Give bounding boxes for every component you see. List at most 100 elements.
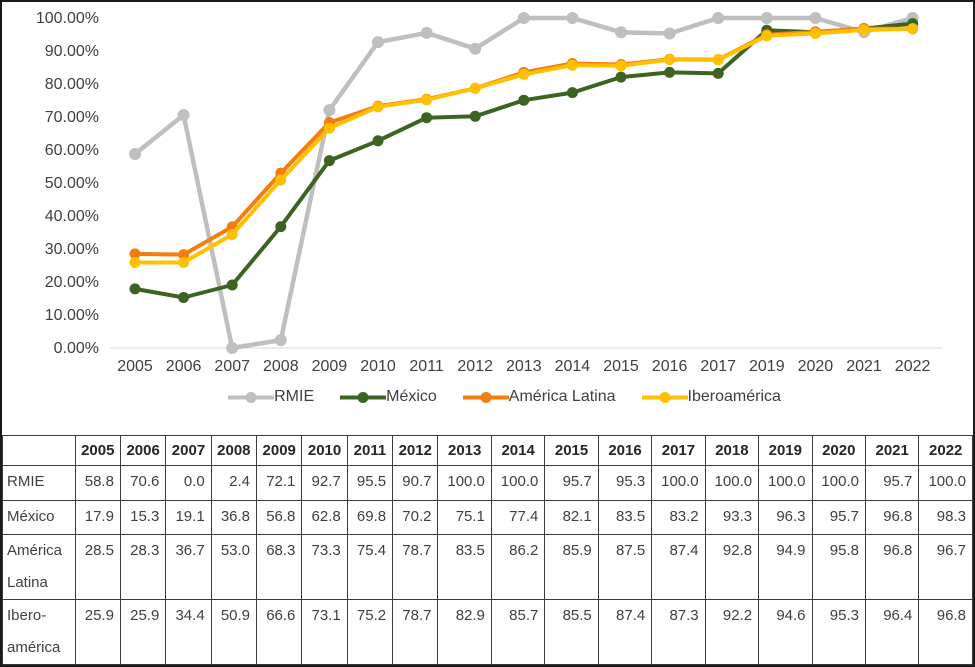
- data-point-rmie: [517, 12, 530, 24]
- year-column-header: 2015: [544, 435, 599, 466]
- value-cell: 75.4: [346, 534, 394, 600]
- value-cell: 2.4: [210, 465, 258, 501]
- value-cell: 100.0: [704, 465, 760, 501]
- data-point-iberoamerica: [761, 30, 773, 42]
- data-point-mexico: [226, 279, 238, 291]
- value-cell: 56.8: [256, 500, 303, 535]
- x-axis-tick-label: 2012: [457, 358, 493, 375]
- value-cell: 92.8: [704, 534, 760, 600]
- data-point-iberoamerica: [809, 28, 821, 39]
- value-cell: 96.8: [864, 500, 920, 535]
- data-point-rmie: [760, 12, 773, 24]
- value-cell: 94.9: [758, 534, 813, 600]
- line-chart: 100.00% 90.00% 80.00% 70.00% 60.00% 50.00% 40.…: [2, 2, 973, 433]
- value-cell: 100.0: [651, 465, 706, 501]
- value-cell: 66.6: [256, 599, 303, 665]
- x-axis-tick-label: 2010: [360, 358, 396, 375]
- value-cell: 83.5: [597, 500, 653, 535]
- value-cell: 75.2: [346, 599, 394, 665]
- legend-item-america-latina: América Latina: [462, 388, 616, 406]
- value-cell: 73.1: [301, 599, 348, 665]
- value-cell: 50.9: [210, 599, 258, 665]
- data-point-iberoamerica: [178, 257, 190, 268]
- value-cell: 85.7: [490, 599, 546, 665]
- value-cell: 62.8: [301, 500, 348, 535]
- value-cell: 95.7: [544, 465, 599, 501]
- data-point-rmie: [226, 342, 239, 354]
- value-cell: 15.3: [119, 500, 167, 535]
- data-point-iberoamerica: [226, 229, 238, 240]
- data-point-rmie: [274, 334, 287, 347]
- legend-item-rmie: RMIE: [228, 388, 314, 406]
- value-cell: 95.3: [811, 599, 866, 665]
- value-cell: 87.4: [651, 534, 706, 600]
- chart-legend: RMIE México América Latina Iberoamérica: [2, 388, 973, 406]
- legend-marker-icon: [641, 391, 688, 403]
- value-cell: 25.9: [74, 599, 121, 665]
- x-axis-tick-label: 2006: [165, 358, 202, 375]
- value-cell: 95.5: [346, 465, 394, 501]
- data-point-iberoamerica: [664, 54, 676, 66]
- year-column-header: 2022: [918, 435, 973, 466]
- value-cell: 78.7: [392, 599, 439, 665]
- value-cell: 98.3: [918, 500, 973, 535]
- legend-marker-icon: [228, 391, 275, 403]
- y-axis-tick-label: 50.00%: [44, 174, 99, 192]
- value-cell: 75.1: [437, 500, 492, 535]
- data-point-rmie: [372, 36, 384, 49]
- legend-label: RMIE: [274, 388, 315, 405]
- y-axis-tick-label: 80.00%: [44, 75, 99, 93]
- x-axis-tick-label: 2019: [749, 358, 785, 375]
- corner-cell: [2, 435, 76, 466]
- data-point-iberoamerica: [275, 174, 287, 186]
- data-point-iberoamerica: [712, 54, 724, 66]
- data-point-mexico: [129, 283, 141, 295]
- value-cell: 70.2: [392, 500, 439, 535]
- x-axis-tick-label: 2016: [651, 358, 688, 375]
- value-cell: 95.7: [811, 500, 866, 535]
- data-point-mexico: [518, 94, 530, 106]
- data-point-iberoamerica: [858, 24, 870, 36]
- plot-area: [110, 12, 942, 354]
- year-column-header: 2008: [210, 435, 258, 466]
- legend-item-iberoamerica: Iberoamérica: [641, 388, 781, 406]
- value-cell: 72.1: [256, 465, 303, 501]
- series-line-mexico: [133, 21, 915, 300]
- data-point-mexico: [178, 292, 190, 303]
- data-point-iberoamerica: [469, 82, 481, 94]
- value-cell: 90.7: [392, 465, 439, 501]
- data-point-iberoamerica: [129, 257, 141, 268]
- x-axis-tick-label: 2007: [214, 358, 250, 375]
- value-cell: 85.5: [544, 599, 599, 665]
- data-point-rmie: [566, 12, 579, 24]
- value-cell: 100.0: [490, 465, 546, 501]
- data-table: 2005 2006 2007 2008 2009 2010 2011 2012 2013 2014…: [2, 435, 973, 665]
- legend-marker-icon: [462, 391, 509, 403]
- value-cell: 25.9: [119, 599, 167, 665]
- table-row: Ibero-américa 25.9 25.9 34.4 50.9 66.6 73.1 75.…: [2, 599, 973, 665]
- value-cell: 77.4: [490, 500, 546, 535]
- series-line-america-latina: [133, 26, 915, 257]
- value-cell: 82.1: [544, 500, 599, 535]
- value-cell: 83.2: [651, 500, 706, 535]
- y-axis-tick-label: 30.00%: [44, 240, 99, 258]
- x-axis-tick-label: 2014: [554, 358, 591, 375]
- table-row: México 17.9 15.3 19.1 36.8 56.8 62.8 69.8 70.2 75…: [2, 500, 973, 535]
- data-point-rmie: [615, 26, 627, 39]
- legend-marker-icon: [340, 391, 387, 403]
- data-point-rmie: [129, 148, 141, 160]
- row-label: RMIE: [2, 465, 76, 501]
- data-point-rmie: [420, 26, 433, 39]
- value-cell: 73.3: [301, 534, 348, 600]
- data-point-mexico: [275, 221, 287, 233]
- value-cell: 28.5: [74, 534, 121, 600]
- legend-label: México: [386, 388, 437, 405]
- data-point-iberoamerica: [372, 101, 384, 113]
- data-point-rmie: [663, 27, 676, 40]
- value-cell: 100.0: [437, 465, 492, 501]
- value-cell: 36.7: [165, 534, 212, 600]
- year-column-header: 2010: [301, 435, 348, 466]
- value-cell: 58.8: [74, 465, 121, 501]
- y-axis-tick-label: 90.00%: [44, 42, 99, 60]
- data-point-mexico: [469, 110, 481, 122]
